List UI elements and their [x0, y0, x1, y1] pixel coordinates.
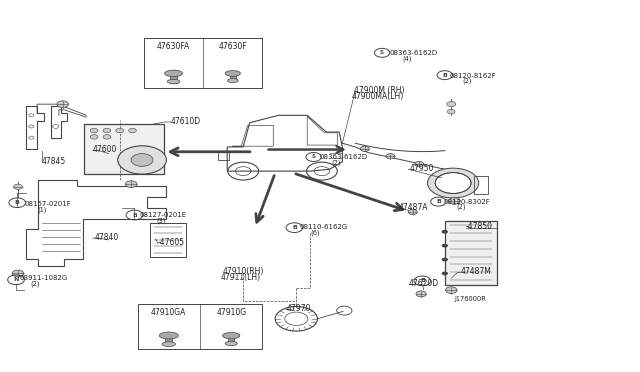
Bar: [474, 176, 488, 194]
Text: B: B: [292, 225, 297, 230]
Text: 47600: 47600: [93, 145, 117, 154]
Text: 47910G: 47910G: [216, 308, 246, 317]
Text: 08157-0201F: 08157-0201F: [24, 201, 71, 207]
Text: N: N: [13, 277, 19, 282]
Circle shape: [447, 109, 455, 114]
Text: J176000R: J176000R: [454, 296, 486, 302]
Text: B: B: [132, 212, 137, 218]
Text: 08120-8302F: 08120-8302F: [444, 199, 490, 205]
Circle shape: [116, 128, 124, 133]
Text: S: S: [312, 154, 316, 160]
Circle shape: [442, 272, 448, 275]
Circle shape: [415, 161, 424, 167]
Circle shape: [90, 128, 98, 133]
Circle shape: [442, 230, 448, 234]
Circle shape: [386, 154, 395, 159]
Circle shape: [125, 181, 137, 187]
Text: (3): (3): [157, 218, 166, 224]
Bar: [138, 304, 262, 349]
Circle shape: [103, 135, 111, 139]
Circle shape: [90, 135, 98, 139]
Bar: [445, 221, 497, 285]
Text: 08120-8162F: 08120-8162F: [450, 73, 497, 78]
Circle shape: [29, 125, 34, 128]
Text: 47900M (RH): 47900M (RH): [354, 86, 404, 95]
Bar: [228, 336, 234, 344]
Ellipse shape: [225, 341, 237, 346]
Text: 08363-6162D: 08363-6162D: [320, 154, 368, 160]
Text: 08911-1082G: 08911-1082G: [19, 275, 67, 281]
Text: B: B: [442, 73, 447, 78]
Circle shape: [360, 146, 369, 151]
Text: 47845: 47845: [42, 157, 66, 166]
Text: B: B: [436, 199, 441, 204]
Text: B: B: [15, 200, 20, 205]
Circle shape: [29, 114, 34, 117]
Circle shape: [416, 291, 426, 297]
Ellipse shape: [227, 78, 238, 83]
Text: 47900MA(LH): 47900MA(LH): [352, 92, 404, 101]
Text: S: S: [380, 50, 384, 55]
Ellipse shape: [167, 79, 180, 84]
Text: 47630F: 47630F: [218, 42, 247, 51]
Circle shape: [449, 198, 460, 204]
Text: -47605: -47605: [158, 238, 185, 247]
Bar: [150, 223, 186, 257]
Text: 47910GA: 47910GA: [151, 308, 186, 317]
Text: -47850: -47850: [466, 222, 493, 231]
Ellipse shape: [162, 342, 175, 346]
Text: 08127-0201E: 08127-0201E: [140, 212, 187, 218]
Ellipse shape: [159, 332, 179, 339]
Text: 47910(RH): 47910(RH): [223, 267, 264, 276]
Text: 47970: 47970: [287, 304, 311, 313]
Circle shape: [129, 128, 136, 133]
Text: 47630FA: 47630FA: [157, 42, 190, 51]
Circle shape: [118, 146, 166, 174]
Circle shape: [57, 101, 68, 108]
Text: (1): (1): [37, 206, 47, 213]
Circle shape: [12, 270, 24, 277]
Bar: [144, 38, 262, 88]
Text: 47840: 47840: [95, 233, 119, 242]
Text: 47620D: 47620D: [408, 279, 438, 288]
Circle shape: [13, 184, 22, 189]
Circle shape: [408, 209, 417, 215]
Circle shape: [103, 128, 111, 133]
Circle shape: [445, 287, 457, 294]
Ellipse shape: [225, 71, 241, 76]
Circle shape: [442, 258, 448, 262]
Circle shape: [447, 102, 456, 107]
Text: 47487A: 47487A: [399, 203, 428, 212]
Text: B: B: [420, 278, 425, 283]
Text: (6): (6): [310, 229, 320, 236]
Bar: [170, 73, 177, 83]
Wedge shape: [428, 168, 479, 198]
Text: (2): (2): [31, 280, 40, 287]
Text: 47487M: 47487M: [461, 267, 492, 276]
Text: 47911(LH): 47911(LH): [221, 273, 261, 282]
Bar: [84, 124, 164, 174]
Circle shape: [52, 125, 59, 128]
Text: (4): (4): [402, 55, 412, 62]
Circle shape: [131, 154, 153, 166]
Text: (2): (2): [456, 204, 466, 211]
Text: 47950: 47950: [410, 164, 434, 173]
Bar: [218, 151, 229, 160]
Ellipse shape: [223, 333, 240, 339]
Text: 47610D: 47610D: [171, 117, 201, 126]
Ellipse shape: [164, 70, 182, 77]
Text: (2): (2): [331, 160, 340, 166]
Text: 08110-6162G: 08110-6162G: [300, 224, 348, 230]
Bar: [165, 336, 172, 345]
Circle shape: [29, 136, 34, 139]
Bar: [230, 73, 236, 81]
Circle shape: [442, 244, 448, 247]
Text: 08363-6162D: 08363-6162D: [389, 50, 437, 56]
Text: (2): (2): [463, 78, 472, 84]
